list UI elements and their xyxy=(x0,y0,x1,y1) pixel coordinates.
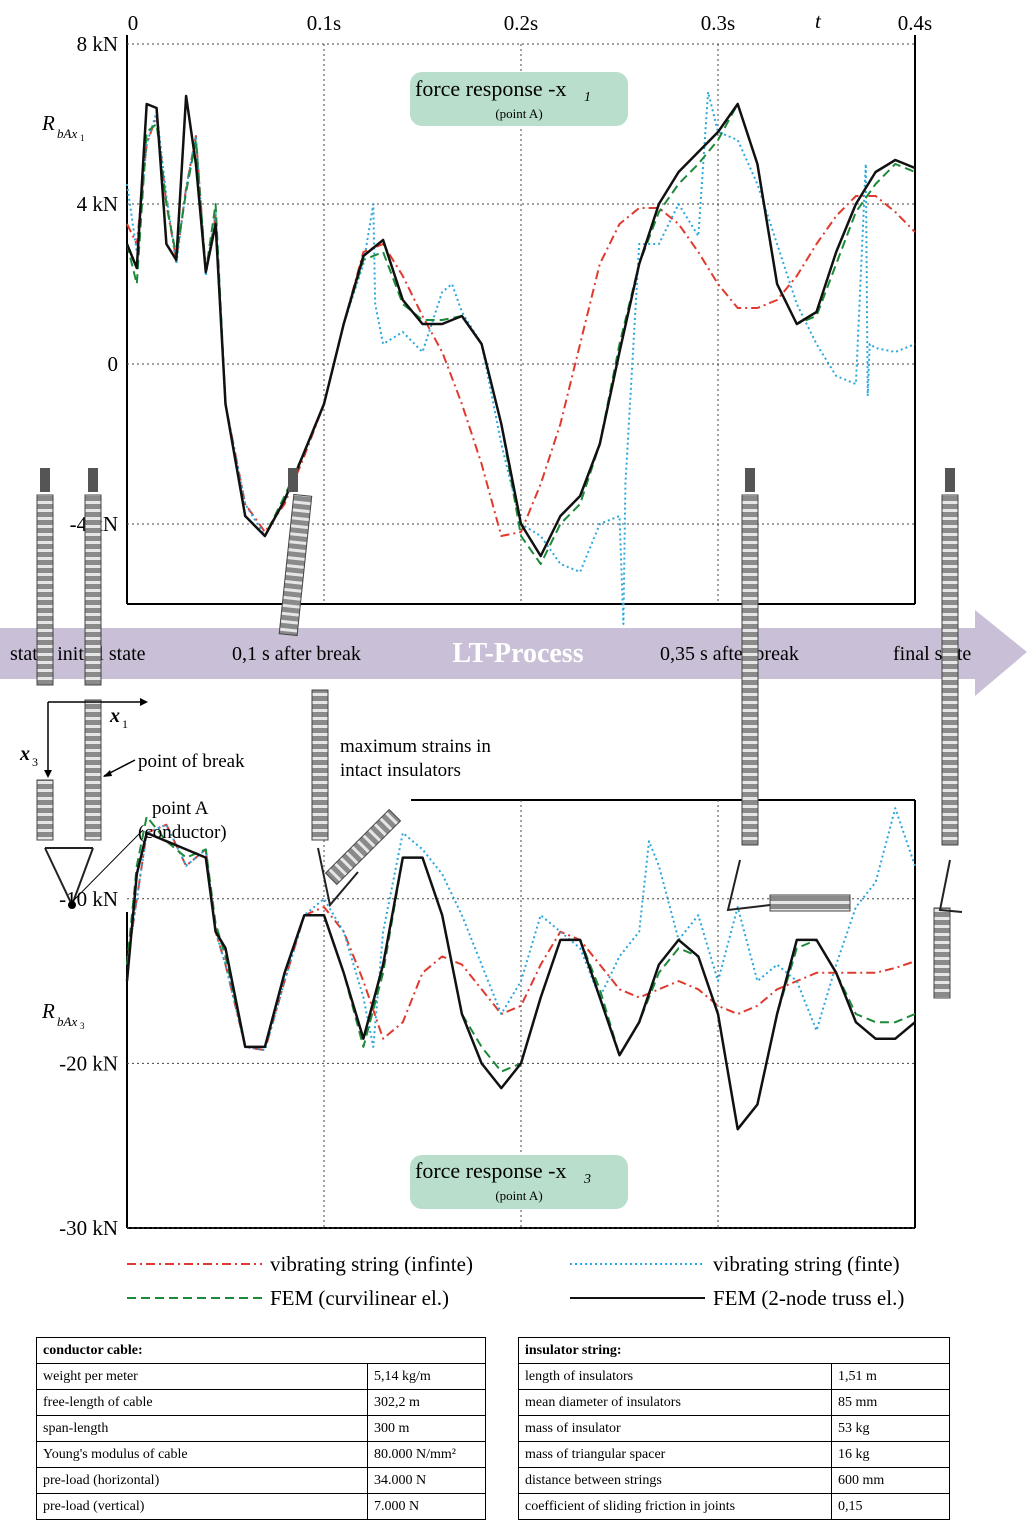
svg-text:bAx: bAx xyxy=(57,1014,77,1029)
legend-label: vibrating string (finte) xyxy=(713,1252,900,1276)
svg-text:R: R xyxy=(41,111,55,135)
insulator-final xyxy=(933,468,963,999)
legend-label: FEM (2-node truss el.) xyxy=(713,1286,904,1310)
table-row: distance between strings 600 mm xyxy=(518,1467,950,1494)
svg-text:1: 1 xyxy=(80,133,85,143)
series-line-dashed xyxy=(126,815,916,1131)
svg-text:bAx: bAx xyxy=(57,126,77,141)
insulator-static-right xyxy=(84,468,102,841)
table-row: free-length of cable 302,2 m xyxy=(36,1389,486,1416)
max-strain-sublabel: intact insulators xyxy=(340,760,461,781)
triangular-spacer-static xyxy=(44,847,94,909)
table-row: mass of triangular spacer 16 kg xyxy=(518,1441,950,1468)
series-line-dotted xyxy=(126,807,916,1052)
coordinate-axes: x 1 x 3 xyxy=(19,698,148,778)
svg-text:1: 1 xyxy=(584,90,591,105)
top-title-box: force response -x​ 1 (point A) xyxy=(410,72,628,126)
series-line-solid xyxy=(125,94,916,558)
svg-text:R: R xyxy=(41,999,55,1023)
insulator-table-title: insulator string: xyxy=(518,1337,950,1364)
x-axis-symbol: t xyxy=(815,9,822,33)
point-of-break-label: point of break xyxy=(138,751,245,772)
top-y-label: R bAx 1 xyxy=(41,111,85,143)
top-y-tick-labels: 8 kN4 kN0-4 kN xyxy=(70,32,118,536)
banner-01s-label: 0,1 s after break xyxy=(232,643,361,665)
max-strain-label: maximum strains in xyxy=(340,736,491,757)
top-x-tick-labels: 0 0.1s 0.2s 0.3s 0.4s xyxy=(128,11,932,35)
svg-text:(point A): (point A) xyxy=(495,106,542,121)
conductor-table-title: conductor cable: xyxy=(36,1337,486,1364)
banner-static-label: static initial state xyxy=(10,643,146,665)
table-row: weight per meter 5,14 kg/m xyxy=(36,1363,486,1390)
bottom-title-box: force response -x 3 (point A) xyxy=(410,1155,628,1209)
svg-text:1: 1 xyxy=(122,717,128,731)
svg-text:3: 3 xyxy=(80,1021,85,1031)
top-panel xyxy=(125,35,916,625)
bottom-y-label: R bAx 3 xyxy=(41,999,85,1031)
top-grid xyxy=(127,43,915,604)
y-tick-label: -20 kN xyxy=(59,1051,118,1075)
svg-text:force response -x​: force response -x​ xyxy=(415,76,567,101)
y-tick-label: 8 kN xyxy=(77,32,118,56)
x-tick-label: 0.4s xyxy=(898,11,932,35)
table-row: mass of insulator 53 kg xyxy=(518,1415,950,1442)
lt-process-banner: static initial state 0,1 s after break L… xyxy=(0,610,1027,696)
figure-canvas: 0 0.1s 0.2s 0.3s 0.4s t 8 kN4 kN0-4 kN -10 k… xyxy=(0,9,1027,1310)
insulator-string-table: insulator string: length of insulators 1,… xyxy=(518,1337,950,1520)
conductor-cable-table: conductor cable: weight per meter 5,14 kg… xyxy=(36,1337,486,1520)
annotations: point of break point A (conductor) maxim… xyxy=(71,736,491,903)
legend-label: FEM (curvilinear el.) xyxy=(270,1286,449,1310)
svg-text:3: 3 xyxy=(583,1172,591,1187)
legend: vibrating string (infinte) vibrating stri… xyxy=(127,1252,904,1310)
bottom-panel xyxy=(125,799,916,1229)
table-row: pre-load (vertical) 7.000 N xyxy=(36,1493,486,1520)
y-tick-label: 4 kN xyxy=(77,192,118,216)
banner-title: LT-Process xyxy=(452,638,583,669)
y-tick-label: 0 xyxy=(108,352,119,376)
point-a-label: point A xyxy=(152,798,209,819)
table-row: length of insulators 1,51 m xyxy=(518,1363,950,1390)
svg-text:force response -x: force response -x xyxy=(415,1158,567,1183)
table-row: Young's modulus of cable 80.000 N/mm² xyxy=(36,1441,486,1468)
point-a-sublabel: (conductor) xyxy=(138,822,227,843)
series-line-solid xyxy=(125,831,916,1131)
svg-text:(point A): (point A) xyxy=(495,1188,542,1203)
table-row: span-length 300 m xyxy=(36,1415,486,1442)
legend-label: vibrating string (infinte) xyxy=(270,1252,473,1276)
x-tick-label: 0.3s xyxy=(701,11,735,35)
table-row: coefficient of sliding friction in joint… xyxy=(518,1493,950,1520)
table-row: mean diameter of insulators 85 mm xyxy=(518,1389,950,1416)
x3-axis-label: x xyxy=(19,743,30,765)
bottom-y-tick-labels: -10 kN -20 kN -30 kN xyxy=(59,887,118,1240)
svg-text:3: 3 xyxy=(32,755,38,769)
insulator-035s xyxy=(726,468,851,912)
insulator-01s xyxy=(278,468,402,908)
y-tick-label: -30 kN xyxy=(59,1216,118,1240)
y-tick-label: -10 kN xyxy=(59,887,118,911)
insulator-static-left xyxy=(36,468,54,841)
x-tick-label: 0 xyxy=(128,11,139,35)
table-row: pre-load (horizontal) 34.000 N xyxy=(36,1467,486,1494)
x1-axis-label: x xyxy=(109,705,120,727)
bottom-series xyxy=(125,807,916,1131)
series-line-dashdot xyxy=(126,115,916,537)
top-series xyxy=(125,91,916,625)
x-tick-label: 0.2s xyxy=(504,11,538,35)
banner-final-label: final state xyxy=(893,643,971,665)
point-a-marker xyxy=(68,901,76,909)
banner-035s-label: 0,35 s after break xyxy=(660,643,799,665)
x-tick-label: 0.1s xyxy=(307,11,341,35)
